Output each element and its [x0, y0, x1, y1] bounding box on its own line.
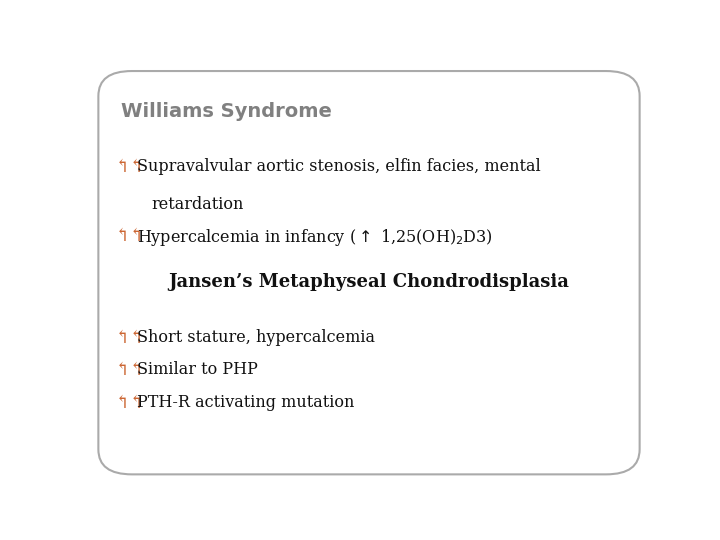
Text: ↰↰: ↰↰	[115, 158, 145, 177]
Text: PTH-R activating mutation: PTH-R activating mutation	[138, 394, 355, 411]
Text: Jansen’s Metaphyseal Chondrodisplasia: Jansen’s Metaphyseal Chondrodisplasia	[168, 273, 570, 291]
Text: ↰↰: ↰↰	[115, 227, 145, 245]
Text: Short stature, hypercalcemia: Short stature, hypercalcemia	[138, 329, 375, 346]
Text: ↰↰: ↰↰	[115, 394, 145, 411]
FancyBboxPatch shape	[99, 71, 639, 474]
Text: Hypercalcemia in infancy ($\uparrow$ 1,25(OH)$_2$D3): Hypercalcemia in infancy ($\uparrow$ 1,2…	[138, 227, 493, 248]
Text: Williams Syndrome: Williams Syndrome	[121, 102, 332, 121]
Text: ↰↰: ↰↰	[115, 329, 145, 347]
Text: Similar to PHP: Similar to PHP	[138, 361, 258, 378]
Text: retardation: retardation	[151, 196, 244, 213]
Text: Supravalvular aortic stenosis, elfin facies, mental: Supravalvular aortic stenosis, elfin fac…	[138, 158, 541, 176]
Text: ↰↰: ↰↰	[115, 361, 145, 379]
